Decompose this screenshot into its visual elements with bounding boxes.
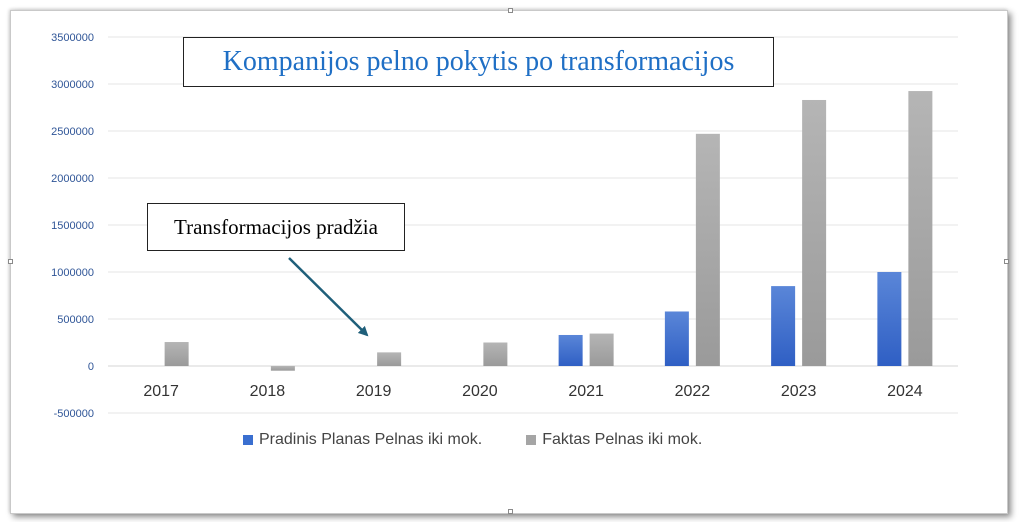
legend-label-fact: Faktas Pelnas iki mok.: [542, 431, 703, 448]
y-tick-label: 1500000: [51, 220, 94, 232]
x-tick-label: 2019: [356, 383, 392, 400]
bar-plan-2024: [877, 272, 902, 366]
bar-plan-2023: [771, 286, 796, 366]
bar-fact-2020: [483, 342, 508, 366]
x-tick-label: 2021: [568, 383, 604, 400]
bar-fact-2021: [589, 333, 614, 366]
chart-frame[interactable]: [10, 10, 1008, 514]
bar-fact-2018: [270, 366, 295, 371]
y-tick-label: 2000000: [51, 173, 94, 185]
y-tick-label: 500000: [57, 314, 94, 326]
x-tick-label: 2020: [462, 383, 498, 400]
x-tick-label: 2022: [675, 383, 711, 400]
resize-handle-right[interactable]: [1004, 259, 1009, 264]
legend-swatch-fact: [526, 435, 537, 445]
bar-fact-2023: [802, 99, 827, 366]
x-tick-label: 2017: [143, 383, 179, 400]
legend-item-fact: Faktas Pelnas iki mok.: [526, 431, 702, 449]
y-tick-label: 3500000: [51, 32, 94, 44]
x-tick-label: 2024: [887, 383, 923, 400]
y-tick-label: 0: [88, 361, 94, 373]
x-tick-label: 2023: [781, 383, 817, 400]
y-tick-label: 2500000: [51, 126, 94, 138]
bar-plan-2021: [558, 334, 583, 366]
annotation-label: Transformacijos pradžia: [147, 203, 405, 251]
legend-swatch-plan: [243, 435, 253, 445]
legend-item-plan: Pradinis Planas Pelnas iki mok.: [243, 431, 482, 449]
bar-fact-2022: [695, 133, 720, 366]
x-tick-label: 2018: [250, 383, 286, 400]
bar-fact-2019: [377, 352, 402, 366]
bar-fact-2017: [164, 342, 189, 366]
chart-legend: Pradinis Planas Pelnas iki mok. Faktas P…: [243, 431, 702, 449]
y-tick-label: 1000000: [51, 267, 94, 279]
chart-title: Kompanijos pelno pokytis po transformaci…: [183, 37, 774, 87]
resize-handle-left[interactable]: [8, 259, 13, 264]
resize-handle-bottom[interactable]: [508, 509, 513, 514]
legend-label-plan: Pradinis Planas Pelnas iki mok.: [259, 431, 483, 448]
bar-plan-2022: [664, 311, 689, 366]
y-tick-label: 3000000: [51, 79, 94, 91]
annotation-arrow: [288, 257, 369, 337]
bar-fact-2024: [908, 91, 933, 367]
y-tick-label: -500000: [54, 408, 94, 420]
resize-handle-top[interactable]: [508, 8, 513, 13]
